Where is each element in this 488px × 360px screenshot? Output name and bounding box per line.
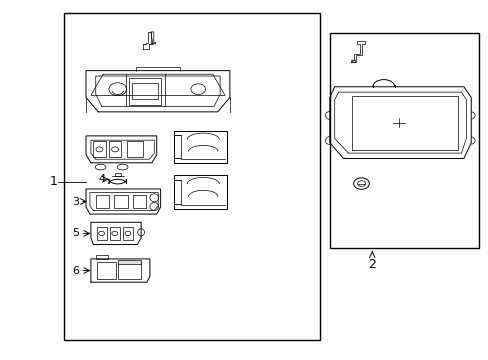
Text: 6: 6 bbox=[72, 266, 79, 275]
Bar bbox=[127, 141, 143, 157]
Bar bbox=[97, 262, 116, 279]
Bar bbox=[132, 83, 158, 99]
Text: 3: 3 bbox=[72, 197, 79, 207]
Bar bbox=[123, 226, 133, 240]
Bar bbox=[96, 195, 109, 208]
Bar bbox=[97, 226, 106, 240]
Text: 1: 1 bbox=[49, 175, 57, 188]
Bar bbox=[64, 13, 320, 339]
Bar bbox=[133, 195, 146, 208]
Bar bbox=[329, 33, 478, 248]
Bar bbox=[129, 78, 161, 105]
Bar bbox=[114, 195, 128, 208]
Bar bbox=[96, 255, 108, 259]
Bar bbox=[115, 173, 121, 176]
Bar bbox=[110, 226, 120, 240]
Bar bbox=[118, 260, 141, 264]
Bar bbox=[93, 141, 105, 157]
Text: 2: 2 bbox=[367, 258, 375, 271]
Text: 4: 4 bbox=[99, 174, 105, 184]
Text: 5: 5 bbox=[72, 229, 79, 238]
Bar bbox=[118, 262, 141, 279]
Bar bbox=[109, 141, 121, 157]
